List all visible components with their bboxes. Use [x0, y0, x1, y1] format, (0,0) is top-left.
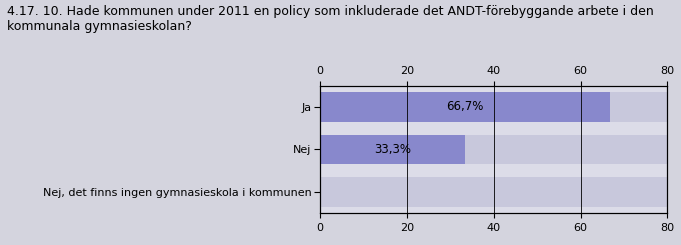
Bar	[320, 92, 609, 122]
Bar	[320, 135, 667, 164]
Text: 4.17. 10. Hade kommunen under 2011 en policy som inkluderade det ANDT-förebyggan: 4.17. 10. Hade kommunen under 2011 en po…	[7, 5, 654, 33]
Bar	[320, 177, 667, 207]
Text: 33,3%: 33,3%	[374, 143, 411, 156]
Bar	[320, 92, 667, 122]
Bar	[320, 135, 464, 164]
Text: 66,7%: 66,7%	[446, 100, 484, 113]
